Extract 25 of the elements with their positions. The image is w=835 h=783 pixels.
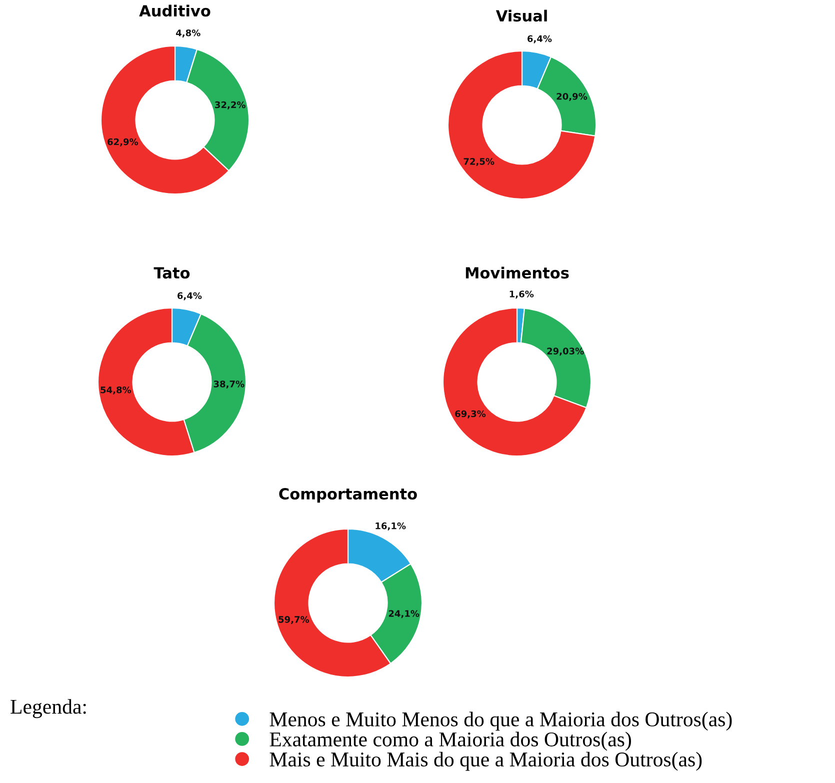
data-label: 6,4% <box>177 292 202 300</box>
data-label: 1,6% <box>510 290 534 299</box>
data-label: 62,9% <box>108 138 138 146</box>
chart-title: Visual <box>496 10 547 22</box>
data-label: 4,8% <box>176 29 200 38</box>
legend-title: Legenda: <box>10 699 86 718</box>
chart-title: Auditivo <box>139 4 210 17</box>
data-label: 72,5% <box>464 158 494 166</box>
chart-title: Movimentos <box>466 266 569 279</box>
legend-label: Exatamente como a Maioria dos Outros(as) <box>270 732 631 751</box>
chart-title: Comportamento <box>279 488 417 503</box>
data-label: 32,2% <box>215 101 246 110</box>
chart-title: Tato <box>154 267 190 279</box>
legend-label: Mais e Muito Mais do que a Maioria dos Outros(as) <box>270 752 702 771</box>
data-label: 38,7% <box>214 380 244 389</box>
data-label: 29,03% <box>547 348 584 356</box>
data-label: 59,7% <box>278 616 310 624</box>
data-label: 24,1% <box>388 610 420 618</box>
data-label: 6,4% <box>528 35 552 44</box>
data-label: 16,1% <box>376 522 406 530</box>
data-label: 69,3% <box>455 410 486 418</box>
data-label: 54,8% <box>100 386 132 394</box>
data-label: 20,9% <box>556 92 588 101</box>
donut-slice <box>447 50 596 200</box>
legend-label: Menos e Muito Menos do que a Maioria dos Outros(as) <box>270 712 732 731</box>
